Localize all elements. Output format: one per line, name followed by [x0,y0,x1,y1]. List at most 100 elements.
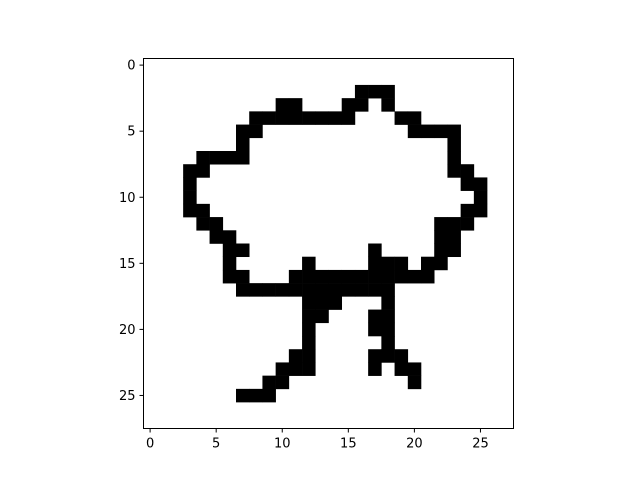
heatmap-cell [381,98,395,112]
heatmap-cell [368,322,382,337]
heatmap-cell [381,336,395,350]
heatmap-cell [381,296,395,310]
heatmap-cell [328,269,343,284]
heatmap-cell [434,124,448,139]
heatmap-cell [394,256,409,271]
heatmap-cell [381,309,395,324]
heatmap-cell [381,283,395,297]
heatmap-cell [222,151,237,165]
y-tick-label: 10 [119,191,136,206]
heatmap-cell [315,283,329,297]
heatmap-cell [288,111,303,125]
heatmap-cell [434,256,448,271]
heatmap-cell [341,111,356,125]
heatmap-cell [302,111,316,125]
heatmap-cell [354,283,369,297]
heatmap-cell [275,111,290,125]
heatmap-cell [473,190,488,205]
x-tick-label: 15 [340,437,357,452]
heatmap-cell [249,111,263,125]
heatmap-cell [302,349,316,363]
heatmap-cell [368,84,382,99]
heatmap-cell [407,375,422,390]
heatmap-cell [447,243,461,258]
heatmap-cell [262,375,276,390]
heatmap-cell [434,230,448,244]
heatmap-cell [447,230,461,244]
heatmap-cell [262,388,276,403]
heatmap-cell [249,124,263,139]
heatmap-cell [302,256,316,271]
heatmap-cell [209,230,224,244]
heatmap-cell [302,309,316,324]
heatmap-cell [315,269,329,284]
heatmap-cell [302,269,316,284]
heatmap-cell [302,322,316,337]
heatmap-cell [196,203,210,218]
heatmap-cell [460,164,475,178]
heatmap-cell [381,256,395,271]
heatmap-cell [354,84,369,99]
heatmap-cell [407,124,422,139]
heatmap-cell [381,84,395,99]
heatmap-cell [368,243,382,258]
heatmap-cell [183,190,197,205]
heatmap-cell [222,243,237,258]
heatmap-cell [288,98,303,112]
heatmap-cell [381,322,395,337]
heatmap-cell [434,243,448,258]
heatmap-cell [368,362,382,376]
heatmap-cell [302,336,316,350]
heatmap-cell [288,362,303,376]
heatmap-cell [288,269,303,284]
heatmap-cell [421,124,435,139]
heatmap-cell [222,256,237,271]
heatmap-cell [447,137,461,152]
heatmap-cell [368,269,382,284]
x-tick-label: 20 [406,437,423,452]
y-tick-label: 0 [127,59,135,74]
heatmap-cell [447,217,461,231]
heatmap-cell [447,164,461,178]
heatmap-cell [473,203,488,218]
x-tick-label: 0 [146,437,154,452]
heatmap-cell [407,111,422,125]
x-tick-label: 5 [212,437,220,452]
heatmap-cell [236,243,250,258]
heatmap-cell [315,296,329,310]
y-axis: 0 5 10 15 20 25 [119,59,144,404]
heatmap-cell [222,269,237,284]
heatmap-cell [460,203,475,218]
heatmap-cell [302,362,316,376]
x-tick-label: 25 [472,437,489,452]
x-axis: 0 5 10 15 20 25 [146,428,489,452]
heatmap-cell [328,111,343,125]
y-tick-label: 5 [127,125,135,140]
heatmap-cell [407,362,422,376]
heatmap-cell [341,269,356,284]
heatmap-cell [222,230,237,244]
heatmap-cell [394,362,409,376]
heatmap-cell [236,151,250,165]
heatmap-cell [460,177,475,191]
axes-frame [143,58,514,429]
heatmap-cell [288,349,303,363]
heatmap-cell [183,177,197,191]
heatmap-cells [183,84,488,403]
heatmap-cell [236,137,250,152]
heatmap-cell [275,283,290,297]
heatmap-cell [447,151,461,165]
heatmap-cell [368,256,382,271]
y-tick-label: 25 [119,389,136,404]
heatmap-cell [275,98,290,112]
heatmap-cell [434,217,448,231]
heatmap-cell [381,349,395,363]
heatmap-cell [394,349,409,363]
heatmap-cell [249,283,263,297]
heatmap-cell [341,283,356,297]
heatmap-cell [394,111,409,125]
heatmap-cell [236,269,250,284]
heatmap-cell [368,349,382,363]
